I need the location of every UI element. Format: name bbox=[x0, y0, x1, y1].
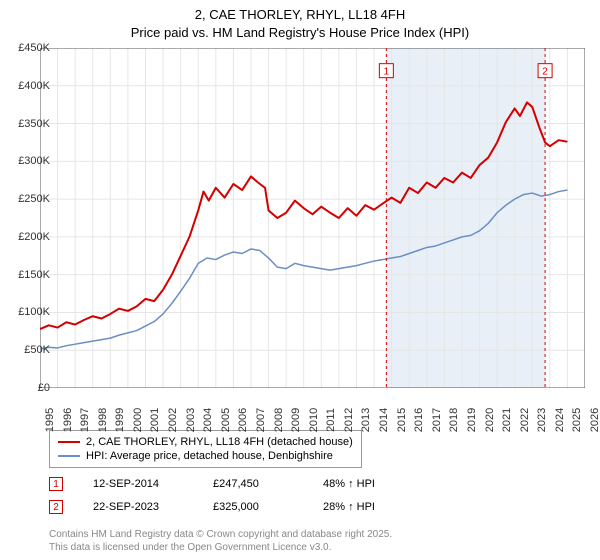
x-axis-tick-label: 2016 bbox=[413, 408, 425, 432]
x-axis-tick-label: 2023 bbox=[536, 408, 548, 432]
x-axis-tick-label: 2012 bbox=[343, 408, 355, 432]
x-axis-tick-label: 1996 bbox=[62, 408, 74, 432]
x-axis-tick-label: 1995 bbox=[44, 408, 56, 432]
y-axis-tick-label: £250K bbox=[18, 193, 50, 205]
line-chart-svg: 12 bbox=[40, 48, 585, 388]
sale-row: 2 22-SEP-2023 £325,000 28% ↑ HPI bbox=[49, 500, 375, 514]
x-axis-tick-label: 2003 bbox=[185, 408, 197, 432]
y-axis-tick-label: £350K bbox=[18, 118, 50, 130]
x-axis-tick-label: 2000 bbox=[132, 408, 144, 432]
sale-delta: 28% ↑ HPI bbox=[323, 501, 375, 513]
legend-label: 2, CAE THORLEY, RHYL, LL18 4FH (detached… bbox=[86, 436, 353, 448]
x-axis-tick-label: 2026 bbox=[589, 408, 600, 432]
x-axis-tick-label: 2021 bbox=[501, 408, 513, 432]
x-axis-tick-label: 2011 bbox=[325, 408, 337, 432]
x-axis-tick-label: 2014 bbox=[378, 408, 390, 432]
legend: 2, CAE THORLEY, RHYL, LL18 4FH (detached… bbox=[49, 430, 362, 468]
x-axis-tick-label: 2020 bbox=[484, 408, 496, 432]
x-axis-tick-label: 1997 bbox=[79, 408, 91, 432]
footnote: Contains HM Land Registry data © Crown c… bbox=[49, 529, 392, 554]
title-address: 2, CAE THORLEY, RHYL, LL18 4FH bbox=[0, 6, 600, 24]
legend-swatch bbox=[58, 441, 80, 443]
legend-swatch bbox=[58, 455, 80, 457]
x-axis-tick-label: 2002 bbox=[167, 408, 179, 432]
legend-label: HPI: Average price, detached house, Denb… bbox=[86, 450, 333, 462]
legend-item: HPI: Average price, detached house, Denb… bbox=[58, 449, 353, 463]
sale-date: 22-SEP-2023 bbox=[93, 501, 183, 513]
x-axis-tick-label: 2024 bbox=[554, 408, 566, 432]
x-axis-tick-label: 2025 bbox=[571, 408, 583, 432]
x-axis-tick-label: 2015 bbox=[396, 408, 408, 432]
x-axis-tick-label: 2018 bbox=[448, 408, 460, 432]
y-axis-tick-label: £200K bbox=[18, 231, 50, 243]
chart-container: 2, CAE THORLEY, RHYL, LL18 4FH Price pai… bbox=[0, 0, 600, 560]
sale-marker-icon: 1 bbox=[49, 477, 63, 491]
sale-row: 1 12-SEP-2014 £247,450 48% ↑ HPI bbox=[49, 477, 375, 491]
y-axis-tick-label: £0 bbox=[38, 382, 50, 394]
sale-price: £247,450 bbox=[213, 478, 293, 490]
sale-price: £325,000 bbox=[213, 501, 293, 513]
x-axis-tick-label: 2001 bbox=[149, 408, 161, 432]
x-axis-tick-label: 2008 bbox=[273, 408, 285, 432]
legend-item: 2, CAE THORLEY, RHYL, LL18 4FH (detached… bbox=[58, 435, 353, 449]
chart-area: 12 bbox=[40, 48, 585, 388]
y-axis-tick-label: £400K bbox=[18, 80, 50, 92]
x-axis-tick-label: 2013 bbox=[360, 408, 372, 432]
x-axis-tick-label: 2010 bbox=[308, 408, 320, 432]
chart-title: 2, CAE THORLEY, RHYL, LL18 4FH Price pai… bbox=[0, 0, 600, 41]
sale-delta: 48% ↑ HPI bbox=[323, 478, 375, 490]
x-axis-tick-label: 2022 bbox=[519, 408, 531, 432]
x-axis-tick-label: 2009 bbox=[290, 408, 302, 432]
y-axis-tick-label: £100K bbox=[18, 306, 50, 318]
svg-text:2: 2 bbox=[542, 67, 548, 78]
x-axis-tick-label: 2006 bbox=[237, 408, 249, 432]
x-axis-tick-label: 1999 bbox=[114, 408, 126, 432]
sale-date: 12-SEP-2014 bbox=[93, 478, 183, 490]
footnote-line: Contains HM Land Registry data © Crown c… bbox=[49, 529, 392, 542]
y-axis-tick-label: £450K bbox=[18, 42, 50, 54]
sale-marker-icon: 2 bbox=[49, 500, 63, 514]
x-axis-tick-label: 2007 bbox=[255, 408, 267, 432]
y-axis-tick-label: £150K bbox=[18, 269, 50, 281]
svg-text:1: 1 bbox=[384, 67, 390, 78]
x-axis-tick-label: 1998 bbox=[97, 408, 109, 432]
title-subtitle: Price paid vs. HM Land Registry's House … bbox=[0, 24, 600, 42]
footnote-line: This data is licensed under the Open Gov… bbox=[49, 542, 392, 555]
y-axis-tick-label: £300K bbox=[18, 155, 50, 167]
x-axis-tick-label: 2005 bbox=[220, 408, 232, 432]
x-axis-tick-label: 2004 bbox=[202, 408, 214, 432]
y-axis-tick-label: £50K bbox=[24, 344, 50, 356]
x-axis-tick-label: 2017 bbox=[431, 408, 443, 432]
x-axis-tick-label: 2019 bbox=[466, 408, 478, 432]
